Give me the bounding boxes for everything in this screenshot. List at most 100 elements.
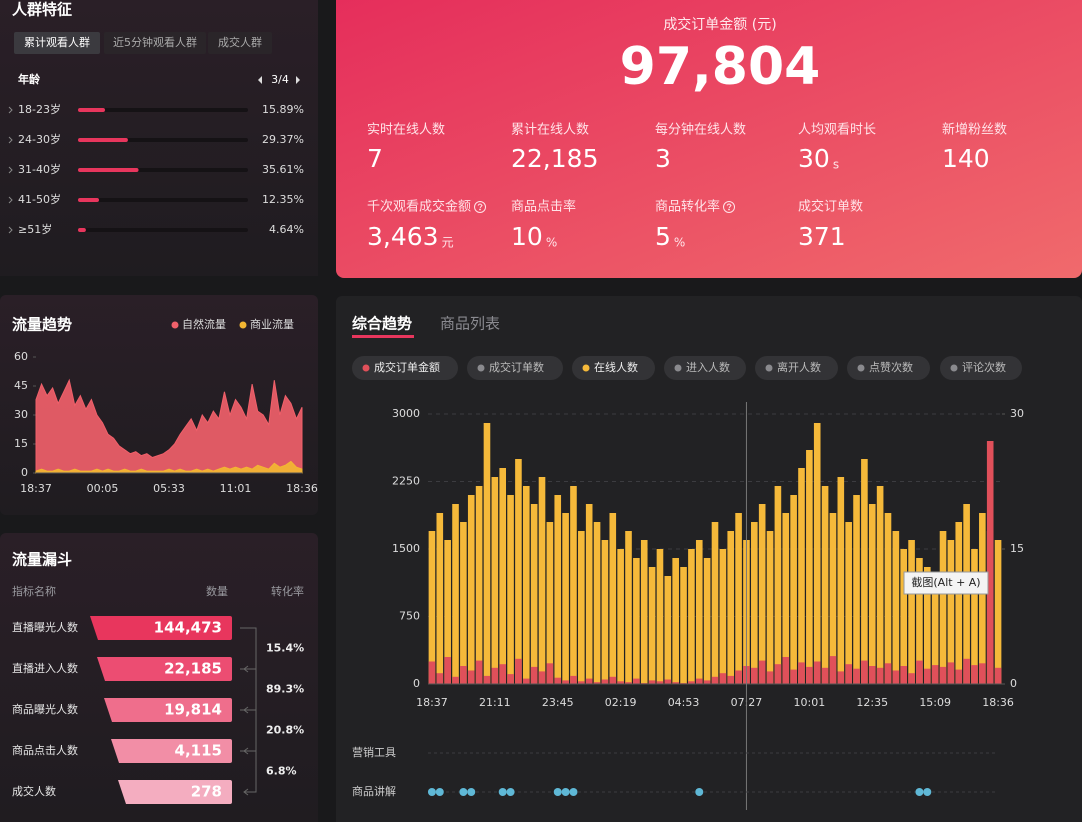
tab-bg[interactable] bbox=[208, 32, 272, 54]
bar bbox=[633, 678, 640, 684]
bar bbox=[711, 522, 719, 684]
bar bbox=[562, 513, 569, 684]
bar bbox=[601, 679, 609, 684]
bar bbox=[475, 486, 483, 684]
legend-pill[interactable] bbox=[467, 356, 563, 380]
event-dot[interactable] bbox=[467, 788, 476, 796]
legend-label[interactable]: 离开人数 bbox=[777, 360, 821, 374]
legend-dot bbox=[765, 364, 773, 372]
bar bbox=[554, 677, 562, 684]
legend-pill[interactable] bbox=[755, 356, 838, 380]
metric-label: 成交订单数 bbox=[798, 199, 863, 215]
event-dot[interactable] bbox=[506, 788, 515, 796]
legend-pill[interactable] bbox=[847, 356, 930, 380]
bar bbox=[884, 663, 892, 684]
funnel-bar bbox=[118, 780, 232, 804]
bar bbox=[585, 504, 593, 684]
row-value: 144,473 bbox=[154, 619, 222, 637]
bar bbox=[766, 671, 774, 684]
legend-pill[interactable] bbox=[572, 356, 655, 380]
tab[interactable]: 累计观看人群 bbox=[24, 35, 90, 49]
bar bbox=[798, 662, 805, 684]
row-value: 19,814 bbox=[164, 701, 222, 719]
legend-label[interactable]: 成交订单数 bbox=[489, 360, 544, 374]
bar bbox=[78, 198, 99, 202]
legend-label[interactable]: 进入人数 bbox=[686, 361, 730, 374]
legend-pill[interactable] bbox=[664, 356, 746, 380]
tab-underline bbox=[352, 335, 414, 338]
event-dot[interactable] bbox=[695, 788, 704, 796]
x-tick-label: 05:33 bbox=[153, 482, 185, 495]
bar bbox=[994, 667, 1002, 684]
y2-tick-label: 15 bbox=[1010, 542, 1024, 555]
metric-label: 累计在线人数 bbox=[511, 123, 589, 138]
bar bbox=[578, 531, 585, 684]
metric-unit: % bbox=[674, 236, 685, 250]
legend-dot bbox=[582, 364, 590, 372]
legend-label[interactable]: 成交订单金额 bbox=[374, 360, 440, 374]
bar bbox=[695, 540, 703, 684]
bar bbox=[538, 477, 546, 684]
bar bbox=[460, 522, 467, 684]
tooltip-box bbox=[903, 571, 989, 595]
pager-prev[interactable] bbox=[258, 76, 262, 84]
bar bbox=[979, 513, 986, 684]
bar bbox=[507, 674, 514, 684]
legend-dot bbox=[950, 364, 958, 372]
y2-tick-label: 30 bbox=[1010, 407, 1024, 420]
bar bbox=[78, 108, 106, 112]
tab-bg[interactable] bbox=[14, 32, 100, 54]
help-icon[interactable] bbox=[723, 201, 736, 213]
conversion-rate: 20.8% bbox=[266, 724, 304, 737]
tab[interactable]: 商品列表 bbox=[440, 315, 500, 333]
event-dot[interactable] bbox=[923, 788, 932, 796]
legend-label[interactable]: 点赞次数 bbox=[869, 360, 913, 374]
bullet bbox=[8, 106, 13, 114]
tooltip: 截图(Alt + A) bbox=[911, 575, 980, 589]
bar bbox=[829, 513, 837, 684]
bar bbox=[892, 670, 900, 684]
x-tick-label: 11:01 bbox=[220, 482, 252, 495]
bar bbox=[955, 669, 963, 684]
bar bbox=[798, 468, 805, 684]
bar bbox=[688, 549, 695, 684]
tab[interactable]: 成交人群 bbox=[218, 35, 262, 49]
pager: 3/4 bbox=[271, 73, 289, 86]
bullet bbox=[8, 196, 13, 204]
event-dot[interactable] bbox=[427, 788, 436, 796]
event-dot[interactable] bbox=[459, 788, 468, 796]
bar bbox=[672, 682, 679, 684]
event-dot[interactable] bbox=[553, 788, 562, 796]
tab-active[interactable]: 综合趋势 bbox=[352, 315, 412, 333]
metric-unit: s bbox=[833, 158, 839, 172]
legend-pill[interactable] bbox=[352, 356, 458, 380]
event-dot[interactable] bbox=[498, 788, 507, 796]
event-dot[interactable] bbox=[561, 788, 570, 796]
tab[interactable]: 近5分钟观看人群 bbox=[113, 35, 197, 49]
bar bbox=[648, 567, 656, 684]
bar bbox=[861, 459, 868, 684]
bar bbox=[648, 680, 656, 684]
metric-label: 实时在线人数 bbox=[367, 123, 445, 138]
pager-next[interactable] bbox=[296, 76, 300, 84]
help-icon[interactable] bbox=[474, 201, 487, 213]
event-dot[interactable] bbox=[569, 788, 578, 796]
legend-pill[interactable] bbox=[940, 356, 1022, 380]
bullet bbox=[8, 136, 13, 144]
tab-bg[interactable] bbox=[104, 32, 206, 54]
bar bbox=[570, 486, 577, 684]
legend-label[interactable]: 评论次数 bbox=[962, 360, 1006, 374]
bar bbox=[813, 423, 821, 684]
legend-label[interactable]: 在线人数 bbox=[594, 360, 638, 374]
funnel-bar bbox=[90, 616, 232, 640]
metric-unit: % bbox=[546, 236, 557, 250]
x-tick-label: 00:05 bbox=[87, 482, 119, 495]
bar bbox=[955, 522, 963, 684]
event-dot[interactable] bbox=[435, 788, 444, 796]
legend-dot bbox=[239, 321, 247, 329]
bar bbox=[546, 663, 554, 684]
sales-total: 97,804 bbox=[620, 37, 821, 97]
bar bbox=[900, 666, 908, 684]
legend-dot bbox=[477, 364, 485, 372]
event-dot[interactable] bbox=[915, 788, 924, 796]
